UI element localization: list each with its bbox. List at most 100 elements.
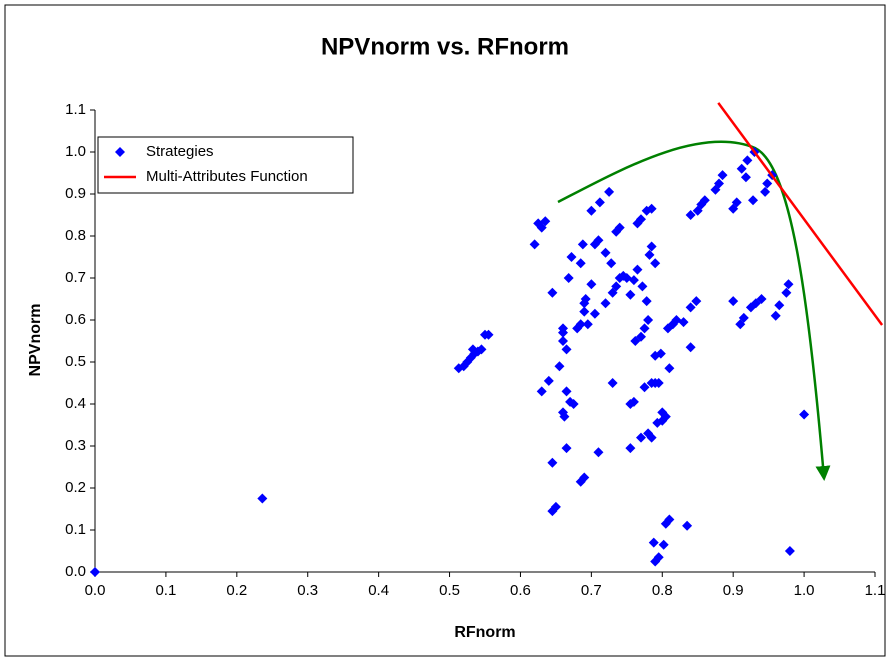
point bbox=[543, 375, 554, 386]
point bbox=[639, 382, 650, 393]
y-tick-label: 0.8 bbox=[65, 227, 86, 244]
point bbox=[664, 514, 675, 525]
point bbox=[717, 170, 728, 181]
point bbox=[467, 344, 478, 355]
point bbox=[600, 247, 611, 258]
x-tick-label: 0.8 bbox=[652, 582, 673, 599]
point bbox=[636, 331, 646, 342]
point bbox=[643, 315, 654, 325]
point bbox=[604, 186, 615, 197]
chart-title: NPVnorm vs. RFnorm bbox=[321, 33, 569, 60]
point bbox=[559, 411, 570, 422]
point bbox=[575, 258, 586, 269]
point bbox=[483, 329, 494, 340]
point bbox=[678, 317, 689, 328]
point bbox=[536, 386, 547, 397]
y-tick-label: 0.4 bbox=[65, 395, 86, 412]
point bbox=[593, 235, 604, 246]
point bbox=[653, 378, 664, 388]
legend-label: Strategies bbox=[146, 143, 214, 160]
point bbox=[575, 319, 586, 330]
x-tick-label: 0.9 bbox=[723, 582, 744, 599]
y-tick-label: 0.5 bbox=[65, 353, 86, 370]
point bbox=[554, 361, 565, 372]
x-tick-label: 0.1 bbox=[155, 582, 176, 599]
point bbox=[558, 336, 568, 346]
point bbox=[628, 396, 639, 407]
point bbox=[550, 501, 561, 512]
point bbox=[90, 567, 100, 577]
point bbox=[646, 203, 657, 214]
point bbox=[568, 399, 579, 409]
point bbox=[582, 319, 593, 330]
point bbox=[660, 411, 671, 422]
point bbox=[648, 537, 659, 548]
point bbox=[685, 342, 696, 353]
point bbox=[740, 172, 751, 183]
function-line bbox=[717, 102, 884, 326]
x-tick-label: 1.1 bbox=[865, 582, 886, 599]
point bbox=[655, 348, 666, 359]
point bbox=[586, 279, 597, 290]
point bbox=[748, 195, 759, 206]
point bbox=[646, 432, 657, 443]
point bbox=[770, 310, 781, 321]
point bbox=[644, 249, 655, 260]
x-tick-label: 0.7 bbox=[581, 582, 602, 599]
point bbox=[742, 155, 753, 166]
point bbox=[607, 378, 618, 388]
x-tick-label: 0.4 bbox=[368, 582, 389, 599]
point bbox=[774, 300, 785, 311]
x-tick-label: 0.3 bbox=[297, 582, 318, 599]
point bbox=[650, 258, 661, 269]
point bbox=[685, 210, 696, 220]
y-tick-label: 0.2 bbox=[65, 479, 86, 496]
chart-frame bbox=[4, 4, 886, 657]
point bbox=[563, 273, 574, 283]
point bbox=[625, 289, 636, 300]
y-tick-label: 1.0 bbox=[65, 143, 86, 160]
point bbox=[547, 457, 558, 468]
point bbox=[594, 197, 605, 208]
point bbox=[580, 294, 591, 304]
point bbox=[561, 344, 572, 355]
point bbox=[476, 344, 487, 355]
point bbox=[586, 205, 597, 216]
point bbox=[636, 432, 646, 443]
x-tick-label: 0.6 bbox=[510, 582, 531, 599]
point bbox=[614, 222, 625, 233]
point bbox=[784, 546, 795, 556]
x-tick-label: 0.5 bbox=[439, 582, 460, 599]
point bbox=[783, 279, 794, 290]
y-tick-label: 0.0 bbox=[65, 563, 86, 580]
y-tick-label: 0.3 bbox=[65, 437, 86, 454]
point bbox=[658, 539, 669, 550]
point bbox=[646, 241, 657, 252]
point bbox=[257, 493, 268, 504]
y-tick-label: 0.1 bbox=[65, 521, 86, 538]
y-tick-label: 1.1 bbox=[65, 101, 86, 118]
point bbox=[714, 178, 724, 189]
point bbox=[577, 239, 588, 250]
point bbox=[738, 312, 749, 323]
point bbox=[653, 552, 664, 563]
point bbox=[611, 281, 622, 292]
legend: Strategies Multi-Attributes Function bbox=[97, 136, 354, 194]
point bbox=[593, 447, 604, 458]
point bbox=[529, 239, 540, 250]
point bbox=[579, 306, 590, 317]
y-tick-label: 0.7 bbox=[65, 269, 86, 286]
point bbox=[685, 302, 696, 313]
point bbox=[799, 409, 810, 420]
point bbox=[756, 294, 767, 304]
point bbox=[781, 287, 792, 298]
point bbox=[561, 443, 572, 454]
point bbox=[728, 296, 739, 307]
point bbox=[606, 258, 617, 269]
x-tick-label: 1.0 bbox=[794, 582, 815, 599]
point bbox=[628, 275, 639, 286]
legend-box bbox=[97, 136, 354, 194]
point bbox=[547, 287, 558, 298]
x-tick-label: 0.2 bbox=[226, 582, 247, 599]
point bbox=[731, 197, 742, 208]
